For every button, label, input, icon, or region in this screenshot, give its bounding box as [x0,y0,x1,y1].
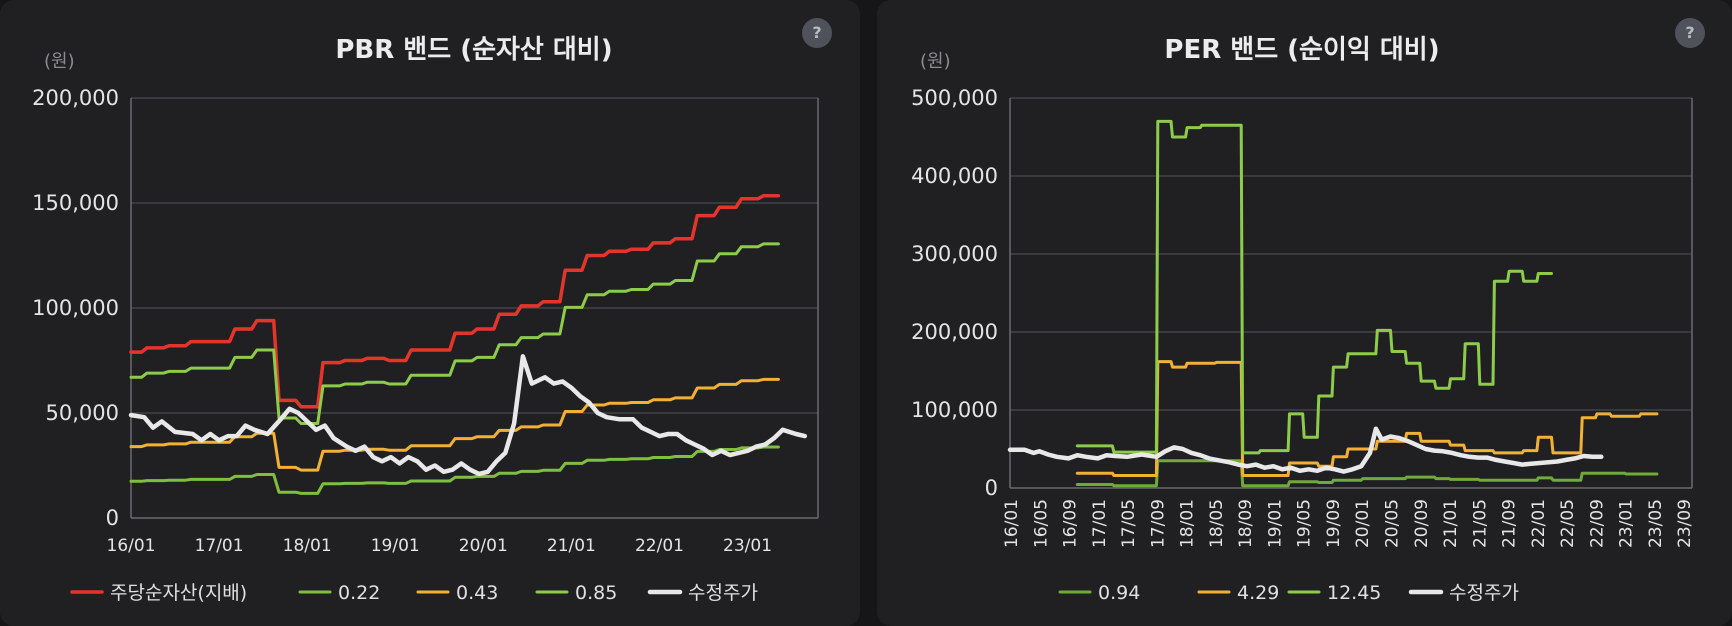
legend-label: 0.85 [575,582,617,604]
series-line [129,193,781,409]
y-unit-label: (원) [920,51,951,72]
legend-item[interactable]: 4.29 [1197,582,1279,604]
x-tick-label: 17/09 [1148,499,1168,548]
legend-item[interactable]: 0.85 [535,582,617,604]
legend-item[interactable]: 수정주가 [1408,582,1519,604]
x-tick-label: 18/01 [1178,499,1198,548]
legend-label: 12.45 [1327,582,1381,604]
y-tick-label: 0 [985,476,998,500]
x-tick-label: 18/05 [1207,499,1227,548]
x-tick-label: 16/01 [1002,499,1022,548]
x-tick-label: 23/01 [723,536,772,556]
pbr-band-chart: PBR 밴드 (순자산 대비) (원) 0 50,000 100,000 150,000 2… [32,35,819,604]
x-tick-label: 18/01 [283,536,332,556]
x-tick-label: 20/05 [1383,499,1403,548]
y-tick-label: 100,000 [911,398,998,422]
series-line [1075,459,1659,488]
x-tick-label: 17/01 [195,536,244,556]
x-tick-label: 21/09 [1500,499,1520,548]
chart-title: PER 밴드 (순이익 대비) [1164,35,1439,65]
x-tick-label: 22/09 [1587,499,1607,548]
x-tick-label: 20/09 [1412,499,1432,548]
y-tick-label: 200,000 [911,320,998,344]
x-tick-label: 19/05 [1295,499,1315,548]
legend-label: 4.29 [1237,582,1279,604]
x-tick-label: 21/05 [1470,499,1490,548]
series-line [129,377,780,472]
legend-item[interactable]: 0.94 [1058,582,1140,604]
series-line [128,354,808,477]
x-tick-label: 19/01 [1265,499,1285,548]
x-tick-label: 23/01 [1617,499,1637,548]
per-band-panel: ? PER 밴드 (순이익 대비) (원) 0 100,000 200,000 300,0… [877,0,1732,626]
series-line [129,242,780,425]
chart-title: PBR 밴드 (순자산 대비) [335,35,612,65]
y-tick-label: 400,000 [911,164,998,188]
x-tick-label: 16/09 [1061,499,1081,548]
per-band-chart: PER 밴드 (순이익 대비) (원) 0 100,000 200,000 300,000… [911,35,1695,604]
legend-label: 0.43 [456,582,498,604]
x-tick-label: 21/01 [1441,499,1461,548]
x-tick-label: 23/09 [1675,499,1695,548]
legend-item[interactable]: 12.45 [1287,582,1381,604]
legend-label: 수정주가 [1449,582,1519,604]
x-tick-label: 22/01 [1529,499,1549,548]
legend-item[interactable]: 0.43 [416,582,498,604]
y-tick-label: 300,000 [911,242,998,266]
series-line [1075,360,1659,477]
per-help-button[interactable]: ? [1675,18,1705,48]
x-tick-label: 21/01 [547,536,596,556]
x-tick-label: 20/01 [1353,499,1373,548]
x-tick-label: 19/09 [1324,499,1344,548]
legend-label: 수정주가 [688,582,758,604]
series-line [1075,119,1553,455]
x-tick-label: 20/01 [459,536,508,556]
legend-label: 주당순자산(지배) [110,582,247,604]
y-tick-label: 0 [106,506,119,530]
x-tick-label: 16/01 [107,536,156,556]
y-tick-label: 150,000 [32,191,119,215]
y-tick-label: 500,000 [911,86,998,110]
x-tick-label: 19/01 [371,536,420,556]
series-line [1007,426,1604,474]
pbr-band-panel: ? PBR 밴드 (순자산 대비) (원) 0 50,000 100,000 150,00… [0,0,860,626]
x-tick-label: 16/05 [1031,499,1051,548]
y-tick-label: 200,000 [32,86,119,110]
x-tick-label: 22/05 [1558,499,1578,548]
x-tick-label: 18/09 [1236,499,1256,548]
legend-item[interactable]: 0.22 [298,582,380,604]
x-tick-label: 17/05 [1119,499,1139,548]
y-tick-label: 100,000 [32,296,119,320]
x-tick-label: 17/01 [1090,499,1110,548]
y-tick-label: 50,000 [46,401,119,425]
legend-item[interactable]: 주당순자산(지배) [70,582,247,604]
x-tick-label: 22/01 [635,536,684,556]
legend-label: 0.22 [338,582,380,604]
series-line [129,445,780,495]
legend-label: 0.94 [1098,582,1140,604]
y-unit-label: (원) [44,51,75,72]
pbr-help-button[interactable]: ? [802,18,832,48]
x-tick-label: 23/05 [1646,499,1666,548]
legend-item[interactable]: 수정주가 [647,582,758,604]
